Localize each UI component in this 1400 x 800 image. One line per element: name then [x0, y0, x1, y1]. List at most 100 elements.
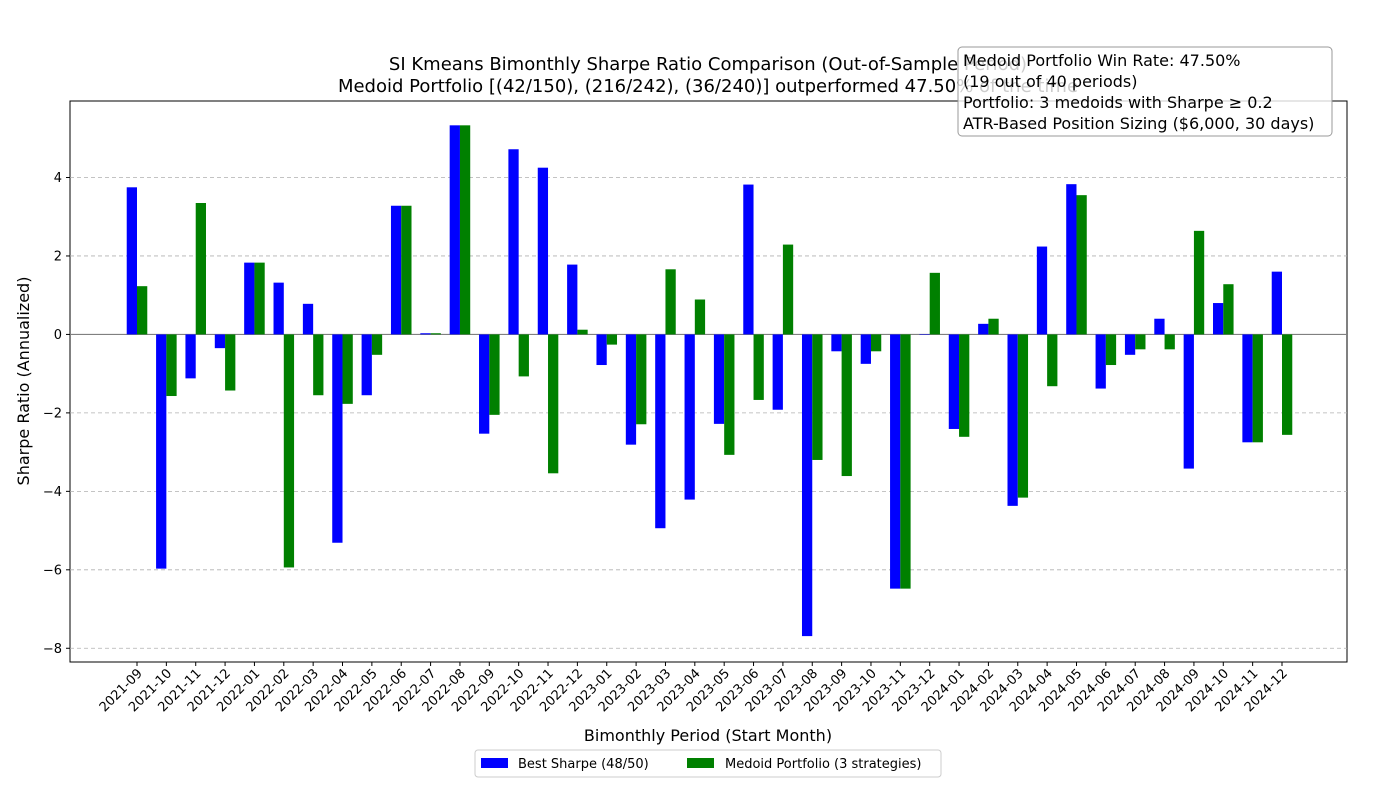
y-tick-label: −2 [43, 406, 62, 421]
bar-best-sharpe [1066, 184, 1077, 335]
bar-medoid-portfolio [1282, 334, 1293, 435]
bar-medoid-portfolio [694, 299, 706, 335]
bar-best-sharpe [302, 303, 314, 335]
bar-best-sharpe [1007, 334, 1018, 506]
bar-best-sharpe [801, 334, 813, 637]
bar-medoid-portfolio [166, 334, 177, 397]
bar-medoid-portfolio [1164, 334, 1175, 350]
y-axis-label: Sharpe Ratio (Annualized) [14, 277, 33, 486]
bar-best-sharpe [655, 334, 666, 529]
bar-medoid-portfolio [606, 334, 618, 345]
bar-best-sharpe [1183, 334, 1194, 469]
bar-best-sharpe [332, 334, 343, 543]
bar-medoid-portfolio [1017, 334, 1029, 498]
x-axis: 2021-092021-102021-112021-122022-012022-… [97, 662, 1291, 715]
bar-medoid-portfolio [870, 334, 882, 352]
bar-medoid-portfolio [812, 334, 823, 460]
annotation-line: ATR-Based Position Sizing ($6,000, 30 da… [963, 114, 1314, 133]
bar-medoid-portfolio [225, 334, 236, 391]
bar-best-sharpe [890, 334, 901, 589]
bar-medoid-portfolio [489, 334, 500, 415]
bar-medoid-portfolio [665, 269, 676, 335]
bar-best-sharpe [479, 334, 490, 434]
bar-best-sharpe [1242, 334, 1253, 443]
y-tick-label: 2 [54, 249, 62, 264]
bar-best-sharpe [831, 334, 842, 352]
bar-best-sharpe [860, 334, 871, 364]
bar-medoid-portfolio [724, 334, 735, 455]
bar-best-sharpe [156, 334, 167, 569]
bar-medoid-portfolio [371, 334, 383, 355]
annotation-line: (19 out of 40 periods) [963, 72, 1137, 91]
y-axis: 4 2 0 −2 −4 −6 −8 [43, 171, 70, 657]
grid-lines [70, 177, 1347, 649]
bar-best-sharpe [244, 262, 255, 335]
bar-best-sharpe [1154, 318, 1165, 335]
bar-best-sharpe [743, 184, 754, 335]
bar-best-sharpe [948, 334, 960, 429]
bar-best-sharpe [596, 334, 607, 366]
bar-medoid-portfolio [283, 334, 295, 568]
annotation-box-frame [957, 46, 1333, 137]
bar-medoid-portfolio [1047, 334, 1058, 387]
bar-best-sharpe [126, 187, 137, 335]
bar-best-sharpe [1271, 271, 1282, 335]
y-tick-label: −4 [43, 485, 62, 500]
bar-medoid-portfolio [1223, 284, 1234, 335]
bar-medoid-portfolio [401, 205, 412, 335]
bar-best-sharpe [625, 334, 637, 445]
chart-subtitle: Medoid Portfolio [(42/150), (216/242), (… [338, 76, 1078, 97]
y-tick-label: 0 [54, 328, 62, 343]
legend-swatch-best-sharpe [481, 758, 508, 768]
bar-medoid-portfolio [1105, 334, 1117, 366]
bar-medoid-portfolio [342, 334, 353, 404]
bar-medoid-portfolio [137, 286, 148, 335]
bar-best-sharpe [508, 149, 519, 335]
bar-medoid-portfolio [1193, 230, 1205, 335]
bar-best-sharpe [772, 334, 783, 410]
bar-medoid-portfolio [1135, 334, 1146, 350]
bar-best-sharpe [214, 334, 226, 349]
chart-title: SI Kmeans Bimonthly Sharpe Ratio Compari… [389, 54, 1027, 75]
bar-best-sharpe [978, 323, 989, 335]
bar-best-sharpe [449, 125, 460, 335]
bar-medoid-portfolio [753, 334, 764, 400]
bar-medoid-portfolio [841, 334, 852, 477]
bars [126, 125, 1293, 637]
legend: Best Sharpe (48/50) Medoid Portfolio (3 … [474, 749, 942, 778]
y-tick-label: −8 [43, 642, 62, 657]
bar-medoid-portfolio [518, 334, 529, 377]
y-tick-label: −6 [43, 563, 62, 578]
bar-medoid-portfolio [577, 329, 588, 335]
bar-best-sharpe [537, 167, 549, 335]
bar-best-sharpe [684, 334, 695, 500]
bar-best-sharpe [1213, 303, 1224, 335]
bar-best-sharpe [1036, 246, 1048, 335]
bar-medoid-portfolio [988, 318, 999, 335]
legend-swatch-medoid-portfolio [687, 758, 714, 768]
annotation-line: Portfolio: 3 medoids with Sharpe ≥ 0.2 [963, 93, 1273, 112]
x-axis-label: Bimonthly Period (Start Month) [584, 726, 832, 745]
plot-area [69, 100, 1348, 663]
bar-medoid-portfolio [195, 203, 206, 335]
annotation-box: Medoid Portfolio Win Rate: 47.50% (19 ou… [957, 46, 1333, 137]
legend-label-best-sharpe: Best Sharpe (48/50) [518, 757, 649, 772]
bar-best-sharpe [567, 264, 578, 335]
bar-medoid-portfolio [1076, 195, 1087, 335]
bar-best-sharpe [713, 334, 725, 424]
bar-medoid-portfolio [959, 334, 970, 437]
bar-best-sharpe [361, 334, 372, 396]
bar-medoid-portfolio [636, 334, 647, 425]
bar-medoid-portfolio [548, 334, 559, 474]
bar-medoid-portfolio [782, 244, 794, 335]
bar-best-sharpe [1095, 334, 1106, 389]
bar-medoid-portfolio [900, 334, 911, 589]
bar-medoid-portfolio [1252, 334, 1263, 443]
legend-label-medoid-portfolio: Medoid Portfolio (3 strategies) [725, 757, 922, 772]
bar-best-sharpe [185, 334, 196, 379]
bar-best-sharpe [1124, 334, 1136, 355]
bar-medoid-portfolio [430, 333, 441, 335]
bar-best-sharpe [420, 333, 431, 335]
bar-medoid-portfolio [313, 334, 324, 396]
